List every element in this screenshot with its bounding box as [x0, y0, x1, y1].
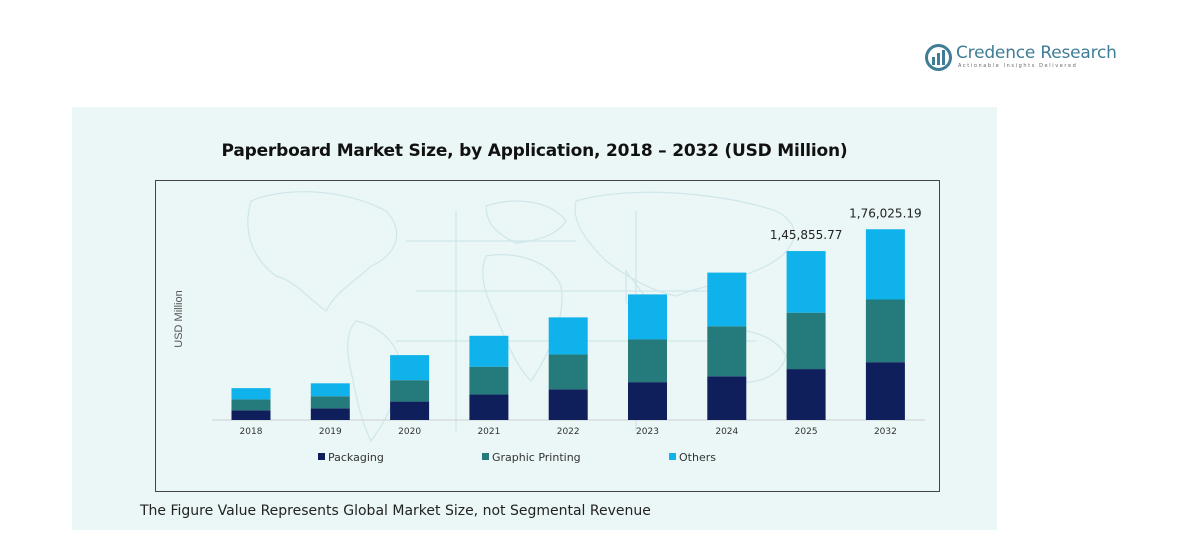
bar-packaging-2020: [390, 401, 430, 420]
bar-others-2022: [548, 317, 588, 355]
bar-graphic-printing-2019: [310, 396, 350, 409]
bar-graphic-printing-2022: [548, 354, 588, 390]
x-tick-label-2021: 2021: [477, 427, 500, 437]
legend-label-packaging: Packaging: [328, 451, 384, 464]
plot-area: USD Million: [155, 180, 940, 492]
bar-packaging-2021: [469, 394, 509, 420]
legend-swatch-others: [669, 453, 676, 460]
bar-packaging-2032: [865, 362, 905, 420]
credence-logo-icon: [925, 44, 952, 71]
data-label-total-2032: 1,76,025.19: [849, 206, 922, 220]
bar-packaging-2025: [786, 369, 826, 420]
bar-packaging-2022: [548, 389, 588, 420]
chart-panel: [72, 107, 997, 530]
bar-others-2019: [310, 383, 350, 397]
bar-graphic-printing-2024: [707, 326, 747, 377]
legend-label-graphic-printing: Graphic Printing: [492, 451, 581, 464]
x-tick-label-2020: 2020: [398, 427, 421, 437]
bar-packaging-2019: [310, 408, 350, 420]
x-tick-label-2022: 2022: [557, 427, 580, 437]
brand-tagline: Actionable Insights Delivered: [958, 63, 1078, 69]
bar-others-2018: [231, 388, 271, 400]
x-tick-label-2024: 2024: [715, 427, 738, 437]
bar-graphic-printing-2025: [786, 312, 826, 370]
brand-logo-block: Credence Research Actionable Insights De…: [925, 42, 1117, 76]
bar-packaging-2018: [231, 410, 271, 420]
bar-packaging-2023: [628, 382, 667, 420]
bar-graphic-printing-2020: [390, 380, 430, 402]
legend-label-others: Others: [679, 451, 716, 464]
legend-swatch-graphic-printing: [482, 453, 489, 460]
bar-graphic-printing-2018: [231, 399, 271, 411]
bar-graphic-printing-2032: [865, 299, 905, 363]
x-tick-label-2025: 2025: [795, 427, 818, 437]
x-tick-label-2019: 2019: [319, 427, 342, 437]
data-label-total-2025: 1,45,855.77: [770, 228, 843, 242]
bar-others-2032: [865, 229, 905, 300]
bar-packaging-2024: [707, 376, 747, 420]
bar-others-2025: [786, 251, 826, 313]
bar-others-2020: [390, 355, 430, 381]
chart-title: Paperboard Market Size, by Application, …: [221, 141, 848, 161]
footnote: The Figure Value Represents Global Marke…: [140, 503, 651, 519]
x-tick-label-2023: 2023: [636, 427, 659, 437]
bar-graphic-printing-2021: [469, 366, 509, 395]
bar-others-2021: [469, 335, 509, 367]
legend-swatch-packaging: [318, 453, 325, 460]
x-tick-label-2018: 2018: [240, 427, 263, 437]
bar-others-2024: [707, 272, 747, 327]
bar-others-2023: [628, 294, 667, 340]
brand-name: Credence Research: [956, 43, 1117, 63]
x-tick-label-2032: 2032: [874, 427, 897, 437]
bar-graphic-printing-2023: [628, 339, 667, 383]
